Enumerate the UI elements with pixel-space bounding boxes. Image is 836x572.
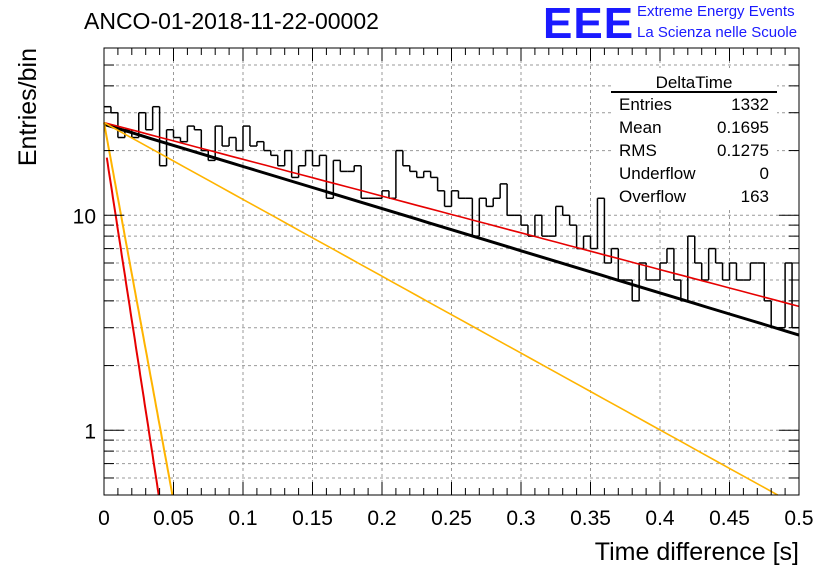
fit-curve [103, 121, 779, 496]
x-tick-label: 0.5 [784, 507, 813, 530]
fit-curve [103, 121, 800, 308]
stats-value: 0 [760, 164, 769, 183]
x-tick-label: 0.25 [431, 507, 472, 530]
eee-logo: EEE [543, 0, 635, 48]
x-tick-label: 0.45 [709, 507, 750, 530]
y-tick-label: 10 [73, 205, 96, 228]
stats-value: 0.1275 [717, 141, 769, 160]
fit-curve [103, 122, 800, 337]
stats-label: RMS [619, 141, 657, 160]
stats-rows: Entries 1332 Mean 0.1695 RMS 0.1275 Underflow 0… [619, 95, 769, 206]
x-tick-label: 0 [98, 507, 110, 530]
y-axis-label: Entries/bin [14, 48, 42, 166]
stats-value: 1332 [731, 95, 769, 114]
x-tick-label: 0.15 [292, 507, 333, 530]
fit-curve [103, 122, 174, 496]
stats-title: DeltaTime [656, 73, 733, 92]
stats-value: 0.1695 [717, 118, 769, 137]
x-tick-label: 0.35 [570, 507, 611, 530]
x-tick-label: 0.2 [367, 507, 396, 530]
x-tick-label: 0.4 [645, 507, 675, 530]
logo-line-1: Extreme Energy Events [637, 3, 795, 20]
tick-labels: 0 0.05 0.1 0.15 0.2 0.25 0.3 0.35 0.4 0.45 0.5 1 10 [73, 205, 814, 530]
page-title: ANCO-01-2018-11-22-00002 [84, 8, 379, 34]
stats-label: Mean [619, 118, 662, 137]
x-axis-label: Time difference [s] [595, 538, 799, 566]
x-tick-label: 0.1 [228, 507, 257, 530]
stats-label: Underflow [619, 164, 696, 183]
stats-label: Entries [619, 95, 672, 114]
histogram-series [104, 105, 799, 329]
stats-box: DeltaTime Entries 1332 Mean 0.1695 RMS 0.1275… [611, 68, 777, 210]
grid-lines [104, 47, 799, 496]
fit-curves [103, 121, 800, 496]
axis-ticks [103, 47, 800, 496]
stats-value: 163 [741, 187, 769, 206]
fit-curve [105, 157, 160, 496]
x-tick-label: 0.05 [153, 507, 194, 530]
x-tick-label: 0.3 [506, 507, 535, 530]
y-tick-label: 1 [84, 420, 96, 443]
logo-line-2: La Scienza nelle Scuole [637, 24, 798, 41]
stats-label: Overflow [619, 187, 687, 206]
